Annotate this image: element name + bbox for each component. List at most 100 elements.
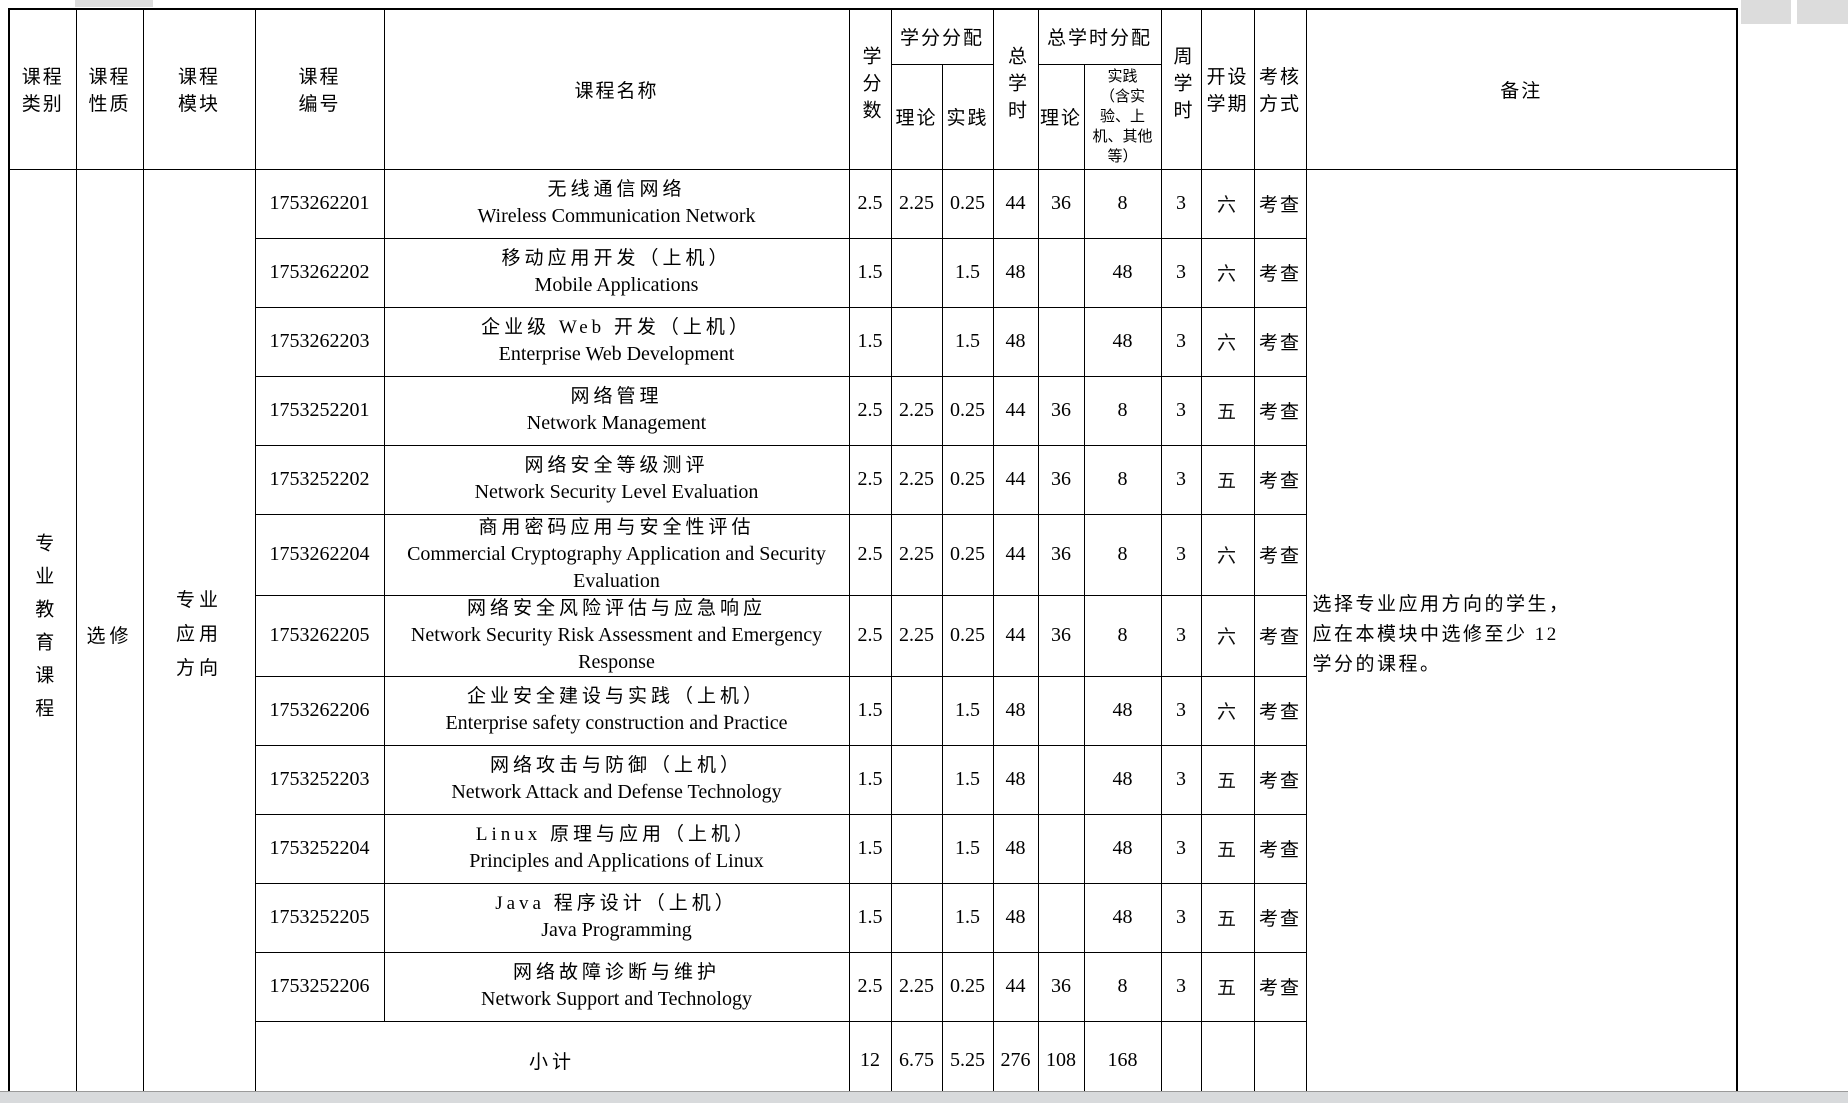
assessment-cell: 考查 bbox=[1253, 675, 1307, 746]
hours-practice-cell: 48 bbox=[1083, 237, 1162, 308]
course-name: 商用密码应用与安全性评估 Commercial Cryptography Appl… bbox=[385, 515, 849, 595]
course-name-cell: Java 程序设计（上机） Java Programming bbox=[383, 882, 850, 953]
module-cell: 专业 应用 方向 bbox=[142, 168, 256, 1102]
course-name-en: Network Security Risk Assessment and Eme… bbox=[410, 623, 823, 673]
subtotal-hours-theory-cell: 108 bbox=[1037, 1020, 1085, 1102]
credits-cell: 2.5 bbox=[848, 444, 892, 515]
hours-theory-cell: 36 bbox=[1037, 444, 1085, 515]
course-name-en: Network Attack and Defense Technology bbox=[451, 781, 782, 803]
credits-cell: 2.5 bbox=[848, 168, 892, 239]
course-name-zh: 网络故障诊断与维护 bbox=[512, 962, 720, 983]
header-credit-theory: 理论 bbox=[890, 63, 943, 170]
credit-practice-cell: 0.25 bbox=[941, 951, 994, 1022]
course-no-cell: 1753252204 bbox=[254, 813, 385, 884]
remarks-cell: 选择专业应用方向的学生， 应在本模块中选修至少 12 学分的课程。 bbox=[1305, 168, 1738, 1102]
weekly-hours-cell: 3 bbox=[1160, 675, 1202, 746]
course-name-cell: 企业安全建设与实践（上机） Enterprise safety construct… bbox=[383, 675, 850, 746]
credit-theory-cell bbox=[890, 813, 943, 884]
credit-practice-cell: 0.25 bbox=[941, 513, 994, 596]
total-hours-cell: 44 bbox=[992, 513, 1039, 596]
hours-theory-cell bbox=[1037, 675, 1085, 746]
assessment-cell: 考查 bbox=[1253, 375, 1307, 446]
header-course-no: 课程 编号 bbox=[254, 8, 385, 170]
header-credit-alloc: 学分分配 bbox=[890, 8, 994, 65]
course-row: 1753252201 网络管理 Network Management 2.5 2.25 0… bbox=[9, 375, 1737, 446]
subtotal-hours-practice-cell: 168 bbox=[1083, 1020, 1162, 1102]
course-name-cell: Linux 原理与应用（上机） Principles and Applicatio… bbox=[383, 813, 850, 884]
credit-practice-cell: 0.25 bbox=[941, 444, 994, 515]
course-name-en: Commercial Cryptography Application and … bbox=[407, 542, 826, 592]
course-name: 网络安全风险评估与应急响应 Network Security Risk Asses… bbox=[385, 596, 849, 676]
header-total-hours: 总学时 bbox=[992, 8, 1039, 170]
semester-cell: 六 bbox=[1200, 237, 1255, 308]
header-course-category: 课程 类别 bbox=[8, 8, 77, 170]
assessment-cell: 考查 bbox=[1253, 513, 1307, 596]
header-course-nature: 课程 性质 bbox=[75, 8, 144, 170]
course-no-cell: 1753262205 bbox=[254, 594, 385, 677]
header-weekly-hours: 周学时 bbox=[1160, 8, 1202, 170]
credits-cell: 1.5 bbox=[848, 744, 892, 815]
course-name-cell: 网络故障诊断与维护 Network Support and Technology bbox=[383, 951, 850, 1022]
credits-cell: 2.5 bbox=[848, 513, 892, 596]
header-course-module: 课程 模块 bbox=[142, 8, 256, 170]
header-course-name: 课程名称 bbox=[383, 8, 850, 170]
course-name-zh: 网络安全风险评估与应急响应 bbox=[466, 597, 766, 619]
hours-theory-cell: 36 bbox=[1037, 375, 1085, 446]
semester-cell: 六 bbox=[1200, 306, 1255, 377]
header-credit-practice: 实践 bbox=[941, 63, 994, 170]
subtotal-credit-theory-cell: 6.75 bbox=[890, 1020, 943, 1102]
credit-theory-cell: 2.25 bbox=[890, 513, 943, 596]
course-name: 网络安全等级测评 Network Security Level Evaluatio… bbox=[385, 453, 849, 506]
credit-practice-cell: 1.5 bbox=[941, 813, 994, 884]
course-row: 1753252202 网络安全等级测评 Network Security Level… bbox=[9, 444, 1737, 515]
hours-practice-cell: 8 bbox=[1083, 513, 1162, 596]
credit-practice-cell: 1.5 bbox=[941, 744, 994, 815]
table-header: 课程 类别 课程 性质 课程 模块 课程 编号 课程名称 学分数 学分分配 总学… bbox=[8, 8, 1738, 170]
credit-theory-cell bbox=[890, 744, 943, 815]
header-hours-practice: 实践 （含实 验、上 机、其他 等） bbox=[1083, 63, 1162, 170]
subtotal-semester-cell bbox=[1200, 1020, 1255, 1102]
course-table-body: 专业教育课程 选修 专业 应用 方向 1753262201 无线通信网络 Wireless… bbox=[8, 168, 1738, 1102]
subtotal-total-hours-cell: 276 bbox=[992, 1020, 1039, 1102]
course-no-cell: 1753262206 bbox=[254, 675, 385, 746]
weekly-hours-cell: 3 bbox=[1160, 168, 1202, 239]
credit-practice-cell: 0.25 bbox=[941, 375, 994, 446]
credit-theory-cell: 2.25 bbox=[890, 444, 943, 515]
course-name-en: Enterprise Web Development bbox=[498, 343, 735, 365]
course-no-cell: 1753262201 bbox=[254, 168, 385, 239]
credits-cell: 1.5 bbox=[848, 237, 892, 308]
weekly-hours-cell: 3 bbox=[1160, 882, 1202, 953]
total-hours-cell: 48 bbox=[992, 882, 1039, 953]
hours-practice-cell: 8 bbox=[1083, 951, 1162, 1022]
assessment-cell: 考查 bbox=[1253, 882, 1307, 953]
course-name: 网络故障诊断与维护 Network Support and Technology bbox=[385, 960, 849, 1013]
course-name-zh: Linux 原理与应用（上机） bbox=[475, 824, 758, 845]
assessment-cell: 考查 bbox=[1253, 444, 1307, 515]
course-row: 1753262202 移动应用开发（上机） Mobile Applications 1… bbox=[9, 237, 1737, 308]
credits-cell: 1.5 bbox=[848, 306, 892, 377]
header-hours-alloc: 总学时分配 bbox=[1037, 8, 1162, 65]
credits-cell: 2.5 bbox=[848, 951, 892, 1022]
hours-practice-cell: 48 bbox=[1083, 306, 1162, 377]
total-hours-cell: 48 bbox=[992, 306, 1039, 377]
assessment-cell: 考查 bbox=[1253, 306, 1307, 377]
course-no-cell: 1753252203 bbox=[254, 744, 385, 815]
assessment-cell: 考查 bbox=[1253, 951, 1307, 1022]
credit-practice-cell: 0.25 bbox=[941, 594, 994, 677]
assessment-cell: 考查 bbox=[1253, 744, 1307, 815]
total-hours-cell: 44 bbox=[992, 375, 1039, 446]
course-name-en: Network Security Level Evaluation bbox=[474, 481, 759, 503]
subtotal-label-cell: 小计 bbox=[254, 1020, 850, 1102]
category-vertical-text: 专业教育课程 bbox=[32, 532, 54, 731]
course-name-cell: 网络安全风险评估与应急响应 Network Security Risk Asses… bbox=[383, 594, 850, 677]
course-name-zh: 企业安全建设与实践（上机） bbox=[466, 686, 766, 707]
credit-theory-cell bbox=[890, 675, 943, 746]
assessment-cell: 考查 bbox=[1253, 237, 1307, 308]
total-hours-cell: 44 bbox=[992, 594, 1039, 677]
course-name-zh: 移动应用开发（上机） bbox=[501, 248, 732, 269]
subtotal-credits-cell: 12 bbox=[848, 1020, 892, 1102]
course-name: 移动应用开发（上机） Mobile Applications bbox=[385, 246, 849, 299]
course-name-en: Network Support and Technology bbox=[481, 988, 752, 1010]
course-no-cell: 1753252205 bbox=[254, 882, 385, 953]
total-hours-cell: 48 bbox=[992, 744, 1039, 815]
